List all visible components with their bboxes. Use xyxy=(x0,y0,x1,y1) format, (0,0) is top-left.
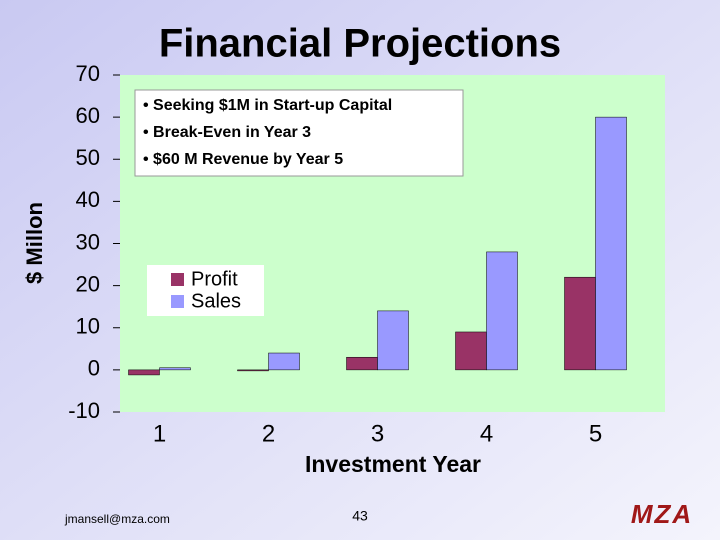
x-tick-label: 5 xyxy=(589,420,602,447)
annotation: • $60 M Revenue by Year 5 xyxy=(143,151,343,168)
bar xyxy=(268,352,300,371)
y-tick-label: -10 xyxy=(68,398,100,423)
y-tick-label: 10 xyxy=(76,314,100,339)
legend-box xyxy=(147,265,264,316)
legend-swatch xyxy=(171,295,184,308)
page-number: 43 xyxy=(352,508,368,524)
bar xyxy=(455,331,487,371)
annotation: • Seeking $1M in Start-up Capital xyxy=(143,97,392,114)
bar xyxy=(564,276,596,371)
x-tick-label: 1 xyxy=(153,420,166,447)
footer-email: jmansell@mza.com xyxy=(64,512,170,526)
y-tick-label: 60 xyxy=(76,103,100,128)
legend-label: Sales xyxy=(191,290,241,312)
bar xyxy=(128,369,160,376)
x-tick-label: 3 xyxy=(371,420,384,447)
bar xyxy=(159,367,191,371)
y-tick-label: 50 xyxy=(76,145,100,170)
logo: MZA xyxy=(631,499,693,529)
y-tick-label: 70 xyxy=(76,61,100,86)
legend-label: Profit xyxy=(191,268,238,290)
y-axis-label: $ Millon xyxy=(22,202,47,284)
chart-title: Financial Projections xyxy=(159,22,561,66)
y-tick-label: 0 xyxy=(88,356,100,381)
y-tick-label: 30 xyxy=(76,229,100,254)
bar xyxy=(237,369,269,372)
annotation: • Break-Even in Year 3 xyxy=(143,124,311,141)
x-axis-label: Investment Year xyxy=(305,451,481,477)
bar xyxy=(346,356,378,371)
x-tick-label: 4 xyxy=(480,420,493,447)
bar xyxy=(595,116,627,371)
annotation-box xyxy=(134,89,464,177)
bar xyxy=(377,310,409,371)
bar xyxy=(486,251,518,371)
y-tick-label: 40 xyxy=(76,187,100,212)
x-tick-label: 2 xyxy=(262,420,275,447)
legend-swatch xyxy=(171,273,184,286)
y-tick-label: 20 xyxy=(76,271,100,296)
